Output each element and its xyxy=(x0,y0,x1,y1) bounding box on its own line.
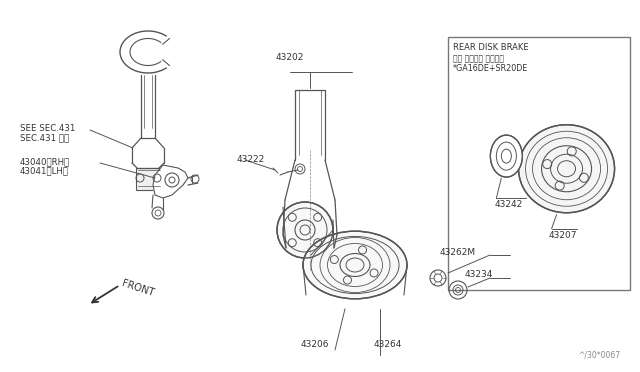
Ellipse shape xyxy=(490,135,522,177)
Text: SEC.431 参照: SEC.431 参照 xyxy=(20,133,69,142)
Text: *GA16DE+SR20DE: *GA16DE+SR20DE xyxy=(453,64,529,73)
Text: 43242: 43242 xyxy=(494,200,523,209)
Text: 43234: 43234 xyxy=(465,270,493,279)
Text: 43207: 43207 xyxy=(548,231,577,240)
Text: ^/30*0067: ^/30*0067 xyxy=(578,351,620,360)
Bar xyxy=(448,37,630,290)
Text: FRONT: FRONT xyxy=(120,278,155,298)
Polygon shape xyxy=(153,165,188,198)
Text: SEE SEC.431: SEE SEC.431 xyxy=(20,124,76,133)
Text: REAR DISK BRAKE: REAR DISK BRAKE xyxy=(453,43,529,52)
Ellipse shape xyxy=(518,125,614,213)
Ellipse shape xyxy=(303,231,407,299)
Text: 43264: 43264 xyxy=(374,340,402,349)
Text: 43222: 43222 xyxy=(237,155,265,164)
Text: 43206: 43206 xyxy=(301,340,329,349)
Text: 43202: 43202 xyxy=(276,53,304,62)
Text: 43041（LH）: 43041（LH） xyxy=(20,166,69,175)
Bar xyxy=(136,168,160,190)
Text: 43262M: 43262M xyxy=(440,248,476,257)
Circle shape xyxy=(277,202,333,258)
Text: 43040（RH）: 43040（RH） xyxy=(20,157,70,166)
Text: リヤ ディスク ブレーキ: リヤ ディスク ブレーキ xyxy=(453,54,504,63)
